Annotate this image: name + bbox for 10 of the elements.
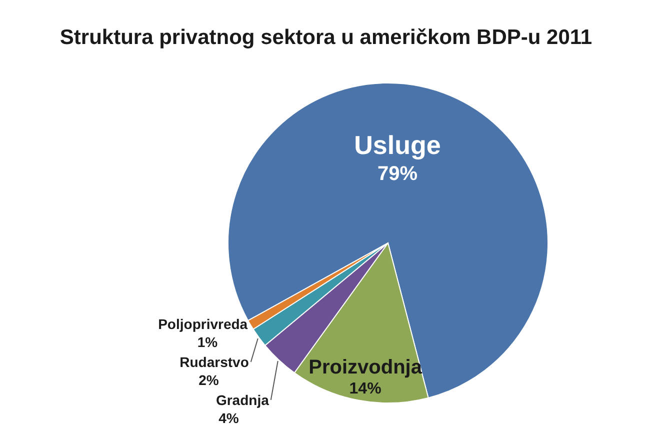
slice-label: Poljoprivreda (158, 316, 248, 332)
slice-label: Gradnja (216, 392, 270, 408)
chart-title: Struktura privatnog sektora u američkom BDP-u 2011 (60, 26, 592, 49)
slice-label: Usluge (354, 130, 441, 160)
slice-label: Rudarstvo (180, 354, 249, 370)
data-label: 14% (349, 380, 382, 398)
data-label: 4% (218, 410, 240, 426)
data-label: 1% (197, 334, 218, 350)
data-label: 2% (198, 372, 220, 388)
data-label: 79% (377, 162, 418, 185)
